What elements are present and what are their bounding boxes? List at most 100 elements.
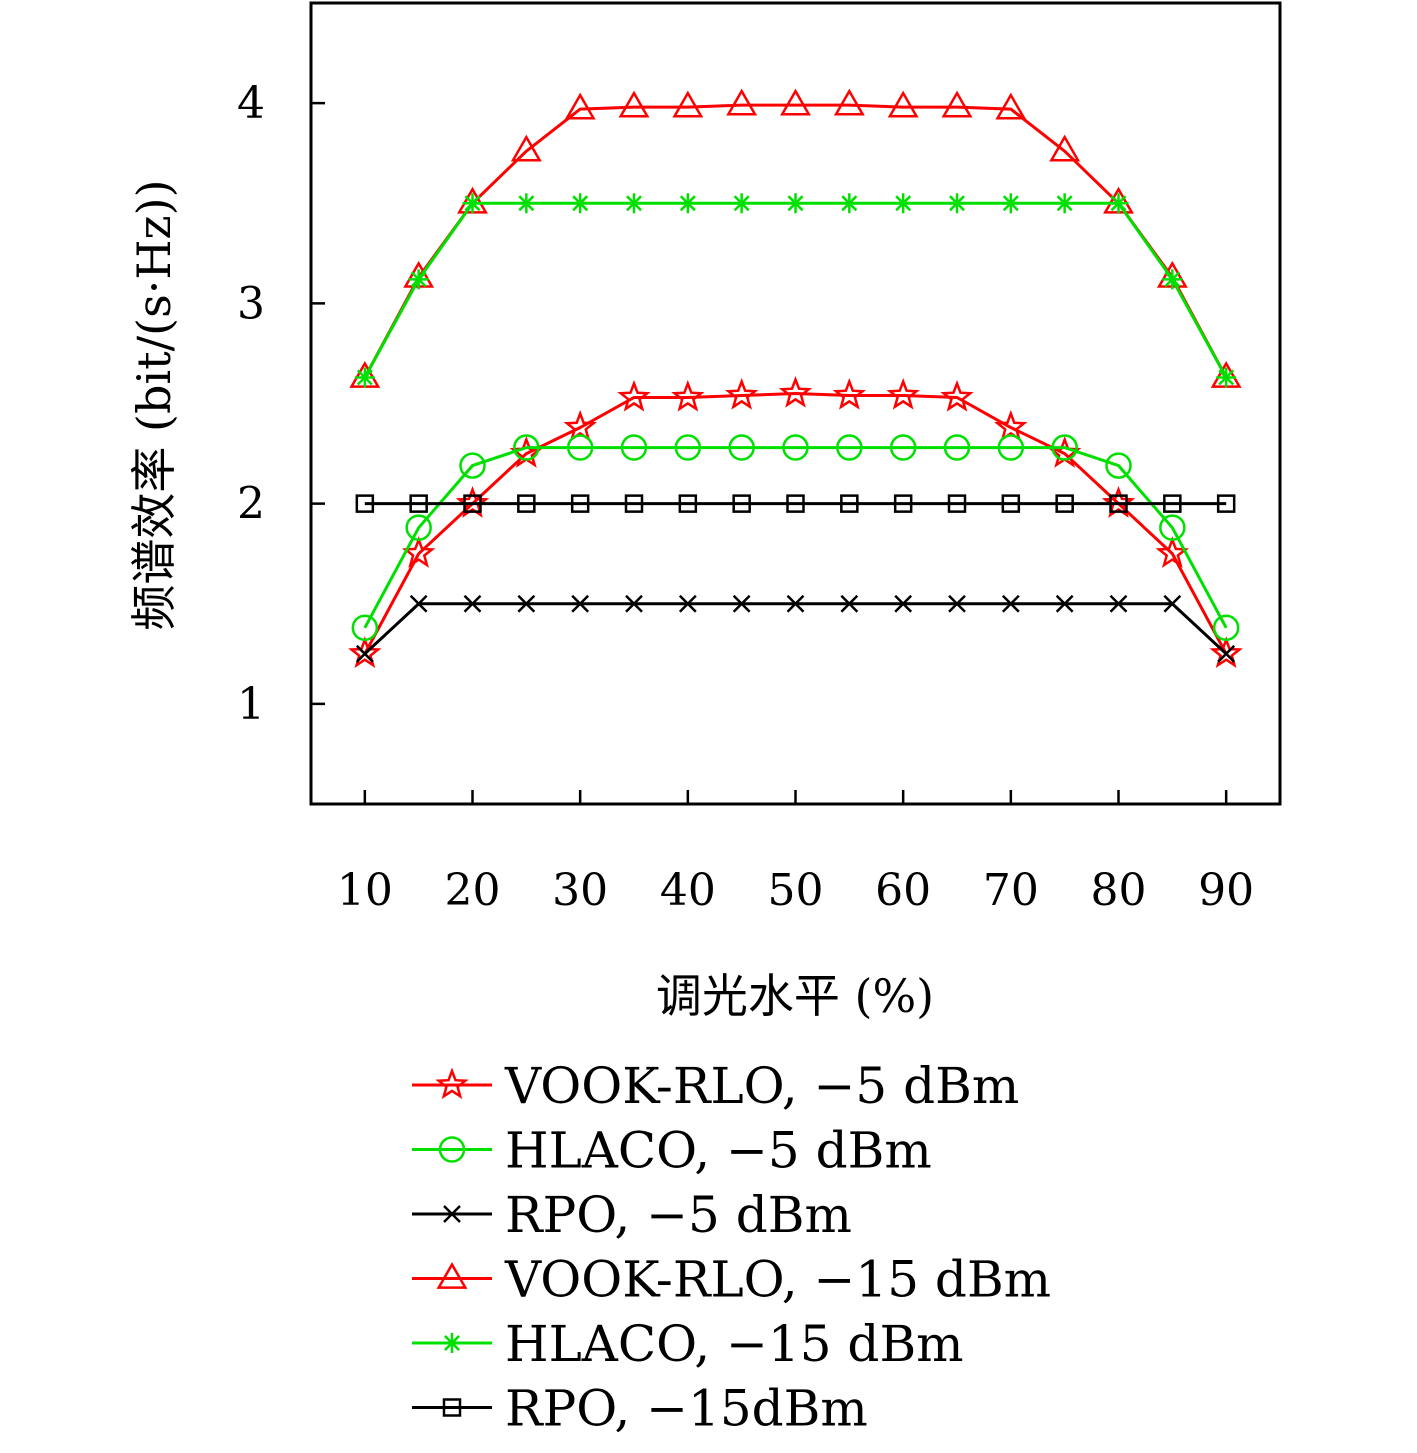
asterisk-marker — [570, 193, 591, 214]
circle-marker — [620, 434, 648, 461]
circle-marker — [351, 614, 379, 642]
star-marker — [940, 379, 974, 412]
square-marker — [947, 494, 967, 513]
circle-marker — [1212, 614, 1240, 642]
x-axis-title: 调光水平 (%) — [656, 969, 934, 1023]
series-0 — [348, 375, 1243, 668]
legend-label: RPO, −5 dBm — [505, 1186, 852, 1244]
x-marker — [1001, 594, 1020, 613]
asterisk-marker — [1000, 193, 1021, 214]
x-marker — [1055, 594, 1074, 613]
star-marker — [1101, 486, 1136, 518]
x-tick-label: 50 — [768, 865, 824, 916]
circle-marker — [674, 434, 702, 461]
square-marker — [624, 494, 644, 513]
x-marker — [517, 594, 536, 613]
star-marker — [455, 486, 490, 518]
triangle-marker — [833, 88, 865, 116]
square-marker — [517, 494, 536, 513]
legend-item: RPO, −15dBm — [412, 1380, 868, 1438]
x-marker — [571, 594, 590, 613]
asterisk-marker — [839, 193, 860, 214]
square-marker — [786, 494, 805, 513]
star-marker — [994, 409, 1028, 442]
x-marker — [948, 594, 966, 613]
triangle-marker — [941, 90, 973, 118]
legend-item: HLACO, −5 dBm — [412, 1122, 932, 1180]
square-marker — [678, 494, 698, 513]
x-marker — [409, 594, 428, 613]
x-marker — [443, 1205, 461, 1223]
square-marker — [732, 494, 751, 513]
x-tick-label: 20 — [445, 865, 501, 916]
triangle-marker — [564, 92, 596, 120]
x-tick-label: 90 — [1198, 865, 1254, 916]
x-marker — [840, 594, 859, 613]
plot-area — [309, 1, 1282, 806]
circle-marker — [513, 434, 540, 461]
circle-marker — [836, 434, 863, 461]
legend-label: HLACO, −5 dBm — [505, 1122, 932, 1180]
triangle-marker — [726, 88, 758, 116]
star-marker — [886, 377, 920, 410]
series-line — [363, 103, 1228, 379]
square-marker — [1216, 494, 1236, 513]
series-line — [363, 602, 1228, 655]
triangle-marker — [510, 134, 542, 162]
x-marker — [732, 594, 751, 613]
x-marker — [463, 594, 482, 613]
square-marker — [570, 494, 590, 513]
asterisk-marker — [731, 193, 752, 214]
y-tick-label: 2 — [237, 479, 265, 530]
y-tick-label: 4 — [237, 78, 265, 129]
legend-label: VOOK-RLO, −15 dBm — [504, 1251, 1051, 1309]
legend-label: VOOK-RLO, −5 dBm — [504, 1057, 1019, 1115]
series-line — [363, 391, 1228, 655]
square-marker — [442, 1398, 462, 1417]
square-marker — [463, 494, 482, 513]
circle-marker — [566, 434, 594, 461]
triangle-marker — [887, 90, 919, 118]
star-marker — [617, 379, 651, 412]
star-marker — [832, 377, 866, 410]
asterisk-marker — [516, 193, 537, 214]
legend-item: HLACO, −15 dBm — [412, 1315, 964, 1373]
series-5 — [355, 494, 1236, 513]
triangle-marker — [780, 88, 811, 116]
square-marker — [1163, 494, 1182, 513]
star-marker — [348, 636, 382, 668]
x-marker — [678, 594, 697, 613]
y-tick-label: 1 — [237, 679, 265, 730]
series-2 — [355, 594, 1236, 663]
circle-marker — [728, 434, 755, 461]
triangle-marker — [436, 1261, 468, 1289]
series-line — [363, 446, 1228, 629]
circle-marker — [438, 1136, 466, 1163]
legend-item: VOOK-RLO, −5 dBm — [412, 1057, 1019, 1115]
series-3 — [349, 88, 1242, 388]
star-marker — [671, 379, 705, 412]
circle-marker — [1105, 452, 1132, 479]
square-marker — [1109, 494, 1128, 513]
star-marker — [1209, 636, 1243, 668]
asterisk-marker — [1108, 193, 1129, 214]
legend: VOOK-RLO, −5 dBm HLACO, −5 dBm RPO, −5 dBm… — [412, 1057, 1051, 1438]
circle-marker — [405, 514, 432, 541]
x-tick-label: 80 — [1091, 865, 1147, 916]
square-marker — [1055, 494, 1074, 513]
series-line — [363, 201, 1228, 379]
square-marker — [893, 494, 913, 513]
x-marker — [1109, 594, 1128, 613]
x-marker — [1217, 644, 1236, 663]
star-marker — [778, 375, 813, 408]
series-1 — [351, 434, 1240, 642]
triangle-marker — [1049, 134, 1081, 162]
asterisk-marker — [408, 269, 429, 290]
y-tick-label: 3 — [237, 278, 265, 329]
x-tick-label: 30 — [552, 865, 608, 916]
asterisk-marker — [785, 193, 806, 214]
x-tick-label: 40 — [660, 865, 716, 916]
triangle-marker — [672, 90, 704, 118]
asterisk-marker — [1054, 193, 1075, 214]
